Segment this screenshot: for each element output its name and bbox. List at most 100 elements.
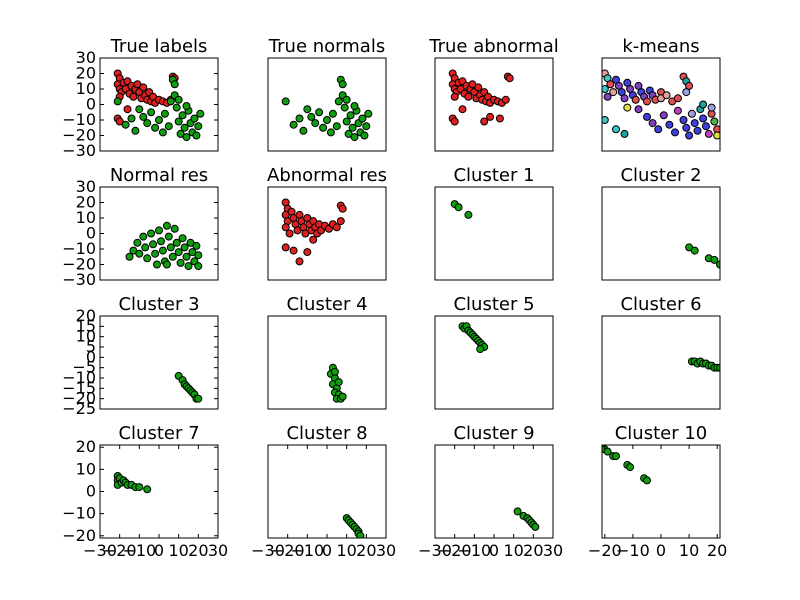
- data-point: [693, 126, 702, 135]
- panel-title: Cluster 10: [615, 423, 708, 444]
- data-point: [281, 223, 290, 232]
- data-point: [155, 226, 163, 235]
- data-point: [687, 109, 696, 118]
- data-point: [135, 249, 144, 258]
- y-tick-label: 10: [76, 327, 96, 346]
- data-point: [690, 119, 699, 128]
- data-point: [679, 116, 688, 124]
- data-point: [182, 252, 191, 261]
- data-point: [643, 112, 651, 121]
- x-tick-label: 0: [656, 541, 666, 560]
- y-tick-label: 20: [76, 306, 96, 325]
- data-point: [450, 117, 459, 126]
- data-point: [464, 210, 473, 219]
- data-point: [350, 102, 359, 110]
- data-point: [342, 117, 351, 126]
- data-point: [289, 120, 298, 129]
- data-point: [143, 485, 152, 494]
- data-point: [182, 133, 191, 142]
- data-point: [336, 217, 345, 226]
- data-point: [612, 452, 620, 461]
- data-point: [192, 241, 201, 250]
- data-point: [285, 229, 294, 238]
- data-point: [139, 112, 148, 121]
- data-point: [303, 105, 312, 114]
- y-tick-label: 5: [86, 337, 96, 356]
- y-tick-label: −30: [62, 141, 96, 160]
- data-point: [158, 128, 167, 137]
- data-point: [338, 80, 347, 89]
- data-point: [147, 108, 156, 117]
- points: [125, 221, 203, 271]
- y-tick-label: −20: [62, 526, 96, 545]
- data-point: [194, 251, 203, 260]
- data-point: [603, 92, 612, 101]
- data-point: [643, 476, 651, 485]
- data-point: [281, 243, 290, 252]
- y-tick-label: 0: [86, 347, 96, 366]
- data-point: [176, 258, 185, 267]
- data-point: [151, 249, 160, 258]
- data-point: [334, 97, 343, 106]
- x-tick-label: 10: [168, 541, 188, 560]
- data-point: [342, 95, 351, 104]
- data-point: [315, 108, 324, 117]
- y-tick-label: −15: [62, 378, 96, 397]
- data-point: [716, 260, 720, 269]
- data-point: [162, 260, 171, 269]
- x-tick-label: −10: [122, 541, 156, 560]
- data-point: [713, 131, 720, 140]
- data-point: [699, 114, 708, 123]
- data-point: [454, 203, 463, 212]
- data-point: [620, 129, 629, 138]
- data-point: [135, 105, 144, 114]
- panel-title: Cluster 4: [286, 294, 367, 315]
- x-tick-label: 20: [523, 541, 543, 560]
- panel-title: Cluster 9: [453, 423, 534, 444]
- y-tick-label: 30: [76, 48, 96, 67]
- panel-title: Cluster 8: [286, 423, 367, 444]
- x-tick-label: 0: [154, 541, 164, 560]
- data-point: [623, 103, 632, 112]
- y-tick-label: −20: [62, 255, 96, 274]
- data-point: [662, 91, 671, 100]
- data-point: [141, 243, 150, 252]
- data-point: [707, 103, 716, 112]
- y-tick-label: 10: [76, 459, 96, 478]
- x-tick-label: 20: [356, 541, 376, 560]
- panel-title: True normals: [268, 36, 385, 57]
- data-point: [166, 243, 175, 252]
- data-point: [654, 125, 663, 134]
- plot-frame: [434, 57, 554, 152]
- data-point: [358, 114, 367, 123]
- x-tick-label: −20: [438, 541, 472, 560]
- data-point: [190, 114, 199, 123]
- plot-frame: [267, 315, 387, 410]
- data-point: [131, 126, 140, 135]
- data-point: [699, 100, 708, 109]
- x-tick-label: −30: [418, 541, 452, 560]
- plot-frame: [99, 315, 219, 410]
- points: [342, 514, 365, 538]
- points: [113, 472, 152, 494]
- data-point: [620, 94, 629, 103]
- y-tick-label: 10: [76, 208, 96, 227]
- panel-12: Cluster 6: [601, 294, 721, 410]
- x-tick-label: −10: [616, 541, 650, 560]
- data-point: [603, 447, 612, 456]
- y-tick-label: 15: [76, 316, 96, 335]
- data-point: [702, 122, 710, 131]
- y-tick-label: 20: [76, 193, 96, 212]
- data-point: [299, 126, 308, 135]
- data-point: [121, 120, 130, 129]
- x-tick-label: −30: [83, 541, 117, 560]
- data-point: [164, 122, 173, 131]
- data-point: [332, 223, 341, 232]
- data-point: [450, 92, 459, 101]
- data-point: [480, 117, 489, 126]
- data-point: [182, 102, 191, 110]
- points: [687, 357, 720, 372]
- data-point: [125, 252, 134, 261]
- data-point: [174, 117, 183, 126]
- x-tick-label: 0: [322, 541, 332, 560]
